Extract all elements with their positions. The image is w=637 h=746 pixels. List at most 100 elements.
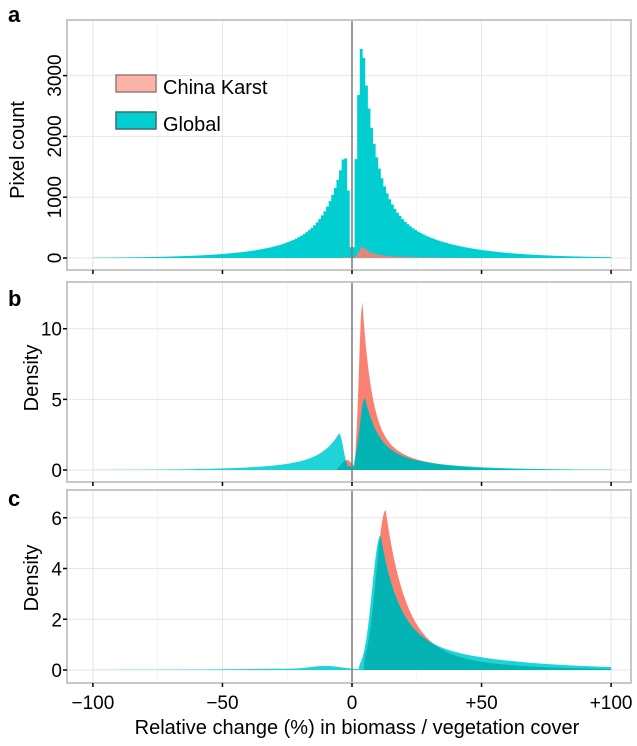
y-tick-label: 3000 xyxy=(45,54,66,96)
histogram-bar-global xyxy=(222,253,226,258)
histogram-bar-china-karst xyxy=(354,256,358,258)
histogram-bar-global xyxy=(341,159,345,258)
histogram-bar-global xyxy=(608,257,612,258)
histogram-bar-china-karst xyxy=(416,257,420,258)
histogram-bar-global xyxy=(390,204,394,258)
histogram-bar-global xyxy=(126,257,130,258)
histogram-bar-global xyxy=(528,254,532,258)
histogram-bar-global xyxy=(147,257,151,258)
legend-label-global: Global xyxy=(163,114,221,136)
histogram-bar-global xyxy=(165,256,169,258)
histogram-bar-global xyxy=(266,247,270,258)
plot-frame xyxy=(66,489,632,684)
histogram-bar-china-karst xyxy=(372,253,376,258)
histogram-bar-global xyxy=(507,253,511,258)
histogram-bar-global xyxy=(152,256,156,258)
histogram-bar-china-karst xyxy=(370,252,374,258)
histogram-bar-china-karst xyxy=(419,257,423,258)
histogram-bar-global xyxy=(214,254,218,258)
panel-letter-c: c xyxy=(8,486,20,511)
histogram-bar-global xyxy=(302,233,306,258)
plot-panel-b: 0 5 10 xyxy=(41,281,632,486)
histogram-bar-china-karst xyxy=(357,252,361,258)
histogram-bar-global xyxy=(124,257,127,258)
histogram-bar-global xyxy=(497,252,500,258)
x-tick-label: −100 xyxy=(72,693,115,714)
histogram-bar-global xyxy=(385,193,389,258)
histogram-bar-global xyxy=(230,253,234,258)
histogram-bar-global xyxy=(396,212,399,258)
histogram-bar-global xyxy=(155,256,158,258)
histogram-bar-global xyxy=(458,246,462,258)
histogram-bar-global xyxy=(279,244,283,258)
histogram-bar-china-karst xyxy=(421,257,425,258)
histogram-bar-global xyxy=(401,219,405,258)
histogram-bar-global xyxy=(116,257,120,258)
plot-frame xyxy=(66,281,632,483)
histogram-bar-global xyxy=(380,178,384,258)
histogram-bar-global xyxy=(383,186,386,258)
plot-background xyxy=(67,490,631,683)
x-axis-title: Relative change (%) in biomass / vegetat… xyxy=(135,717,580,739)
histogram-bar-global xyxy=(219,254,223,258)
histogram-bar-global xyxy=(212,254,215,258)
histogram-bar-global xyxy=(240,252,244,258)
histogram-bar-global xyxy=(478,249,482,258)
histogram-bar-global xyxy=(460,246,464,258)
histogram-bar-global xyxy=(548,255,552,258)
histogram-bar-global xyxy=(538,255,542,258)
x-tick-label: +50 xyxy=(465,693,497,714)
histogram-bar-china-karst xyxy=(388,256,392,258)
plot-panel-a: 0 1000 2000 3000 xyxy=(45,19,632,274)
histogram-bar-global xyxy=(263,248,267,258)
y-tick-label: 2 xyxy=(51,610,62,631)
histogram-bar-global xyxy=(585,256,589,258)
histogram-bar-global xyxy=(284,242,288,258)
histogram-bar-global xyxy=(587,256,591,258)
plot-frame xyxy=(66,19,632,271)
histogram-bar-global xyxy=(517,253,521,258)
histogram-bar-global xyxy=(232,252,236,258)
histogram-bar-global xyxy=(603,257,607,258)
y-tick-label: 0 xyxy=(51,461,62,482)
histogram-bar-global xyxy=(178,256,182,258)
histogram-bar-global xyxy=(455,245,459,258)
histogram-bar-global xyxy=(173,256,177,258)
y-axis-title-a: Pixel count xyxy=(7,101,29,199)
histogram-bar-global xyxy=(574,256,578,258)
legend: China Karst Global xyxy=(115,74,268,136)
y-axis-title-b: Density xyxy=(21,345,43,412)
histogram-bar-china-karst xyxy=(375,254,379,258)
histogram-bar-global xyxy=(489,251,493,258)
histogram-bar-global xyxy=(473,249,477,258)
histogram-bar-global xyxy=(403,221,407,258)
histogram-bar-global xyxy=(450,244,454,258)
histogram-bar-global xyxy=(206,254,210,258)
histogram-bar-global xyxy=(238,252,241,258)
histogram-bar-china-karst xyxy=(414,257,418,258)
histogram-bar-global xyxy=(274,246,278,258)
histogram-bar-global xyxy=(121,257,125,258)
histogram-bar-global xyxy=(307,230,311,258)
histogram-bar-china-karst xyxy=(364,249,368,258)
histogram-bar-china-karst xyxy=(362,247,366,258)
histogram-bar-global xyxy=(201,255,205,258)
histogram-bar-china-karst xyxy=(396,256,399,258)
histogram-bar-global xyxy=(193,255,197,258)
histogram-bar-global xyxy=(333,187,337,258)
histogram-bar-global xyxy=(567,256,570,258)
y-tick-label: 6 xyxy=(51,509,62,530)
histogram-bar-global xyxy=(595,256,599,258)
histogram-bar-global xyxy=(248,251,252,258)
histogram-bar-global xyxy=(359,48,363,259)
histogram-bar-global xyxy=(440,241,443,258)
histogram-bar-global xyxy=(447,243,451,258)
histogram-bar-global xyxy=(577,256,581,258)
histogram-bar-global xyxy=(118,257,122,258)
histogram-bar-global xyxy=(551,255,555,258)
histogram-bar-global xyxy=(175,256,179,258)
histogram-bar-global xyxy=(144,257,148,258)
histogram-bar-global xyxy=(181,256,184,258)
histogram-bar-china-karst xyxy=(380,255,384,258)
